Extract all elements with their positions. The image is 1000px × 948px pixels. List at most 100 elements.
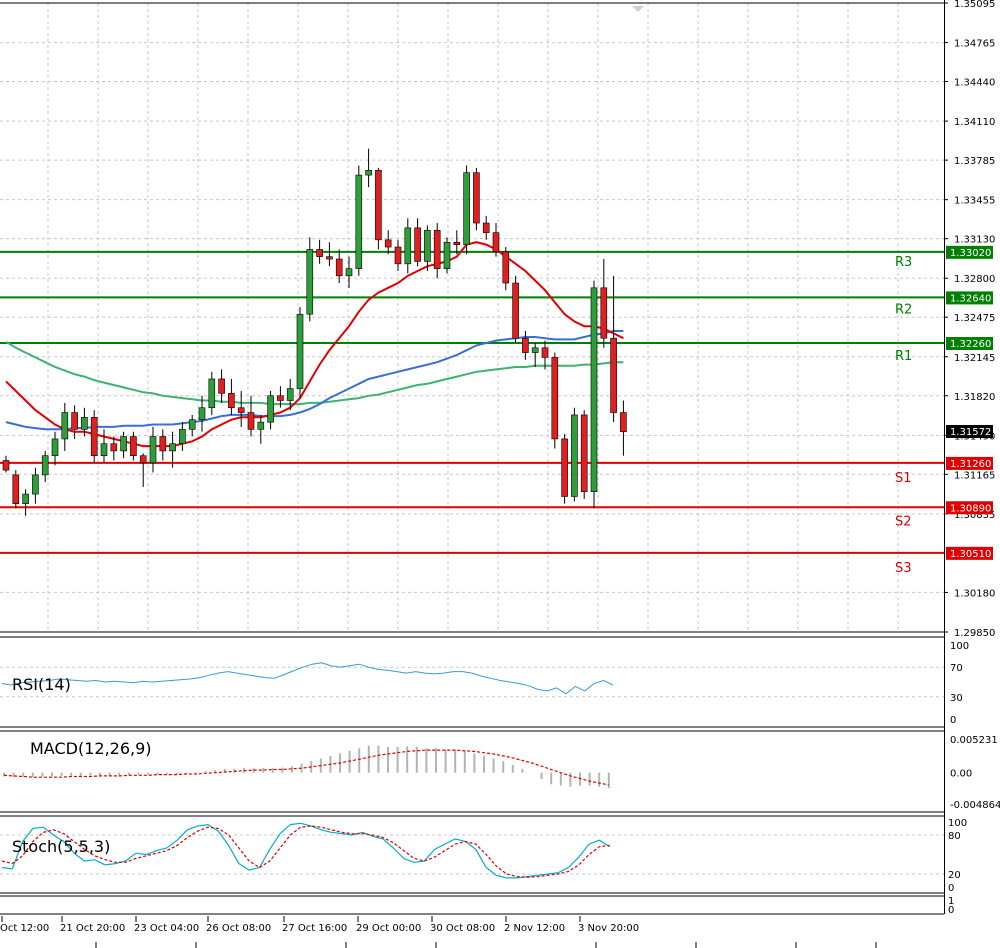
candle-body — [335, 258, 343, 277]
level-badge-value: 1.32640 — [950, 293, 991, 304]
price-tick-label: 1.30180 — [954, 588, 995, 599]
candle-body — [100, 443, 108, 457]
price-axis: 1.35095 1.34765 1.34440 1.34110 1.33785 1.334… — [944, 0, 995, 639]
candle-body — [120, 436, 127, 452]
price-tick-label: 1.34440 — [954, 78, 995, 89]
candle-body — [522, 337, 529, 353]
candle-body — [81, 417, 88, 430]
price-grid — [0, 2, 944, 633]
candle-body — [443, 241, 451, 269]
level-badge-s1 — [946, 456, 993, 470]
candle-body — [610, 337, 617, 413]
level-label-r2: R2 — [895, 302, 912, 317]
rsi-panel[interactable]: RSI(14) 100 70 30 0 — [0, 641, 969, 726]
moving-averages — [5, 241, 624, 448]
candle-body — [473, 172, 480, 224]
time-label: 3 Nov 20:00 — [578, 923, 639, 934]
candle-body — [394, 246, 402, 265]
level-badge-r1 — [946, 336, 993, 350]
rsi-scale-label: 0 — [950, 715, 956, 726]
candle-body — [179, 429, 186, 445]
bottom-scale-label: 0 — [948, 905, 954, 916]
macd-panel[interactable]: MACD(12,26,9) 0.005231 0.00 -0.004864 — [3, 735, 1000, 811]
time-label: 27 Oct 16:00 — [282, 923, 347, 934]
candle-body — [306, 249, 314, 315]
stoch-scale-label: 100 — [948, 818, 967, 829]
level-label-s3: S3 — [895, 561, 912, 576]
ma-fast-line — [5, 241, 624, 448]
candle-body — [267, 395, 274, 423]
candle-body — [198, 407, 206, 421]
price-tick-label: 1.30835 — [954, 510, 995, 521]
candle-body — [345, 268, 353, 277]
time-label: Oct 12:00 — [0, 923, 49, 934]
price-tick-label: 1.34765 — [954, 39, 995, 50]
candle-body — [159, 436, 167, 452]
rsi-scale-label: 30 — [950, 693, 963, 704]
macd-scale-label: 0.00 — [950, 769, 972, 780]
current-price-badge: 1.31572 — [946, 425, 993, 438]
pivot-levels: R3 R2 R1 S1 S2 S3 — [0, 250, 944, 576]
candle-body — [404, 227, 412, 265]
scroll-marker-icon[interactable] — [632, 6, 644, 12]
price-tick-label: 1.33130 — [954, 235, 995, 246]
time-label: 30 Oct 08:00 — [430, 923, 495, 934]
candle-body — [531, 347, 539, 353]
price-tick-label: 1.32475 — [954, 313, 995, 324]
stoch-scale-label: 0 — [948, 883, 954, 894]
candle-body — [169, 443, 176, 452]
candle-body — [355, 174, 363, 269]
price-tick-label: 1.33785 — [954, 156, 995, 167]
candle-body — [188, 419, 196, 430]
candle-body — [541, 347, 549, 358]
level-badge-value: 1.32260 — [950, 339, 991, 350]
candle-body — [316, 249, 323, 257]
level-badge-value: 1.30890 — [950, 503, 991, 514]
candle-body — [237, 407, 245, 413]
candle-body — [600, 287, 608, 339]
time-label: 23 Oct 04:00 — [134, 923, 199, 934]
candle-body — [257, 421, 265, 430]
level-label-s1: S1 — [895, 471, 912, 486]
candle-body — [433, 229, 441, 269]
time-label: 2 Nov 12:00 — [504, 923, 565, 934]
level-badge-value: 1.33020 — [950, 248, 991, 259]
macd-scale-label: 0.005231 — [950, 735, 998, 746]
candle-body — [296, 313, 304, 389]
time-label: 21 Oct 20:00 — [60, 923, 125, 934]
rsi-line — [1, 662, 614, 695]
candle-body — [492, 232, 500, 253]
price-tick-label: 1.31165 — [954, 470, 995, 481]
candle-body — [414, 227, 421, 262]
candle-body — [482, 222, 490, 233]
candle-body — [12, 474, 20, 504]
macd-label: MACD(12,26,9) — [30, 739, 152, 758]
price-tick-label: 1.29850 — [954, 628, 995, 639]
candle-body — [551, 357, 559, 440]
candle-body — [571, 414, 578, 497]
rsi-scale-label: 100 — [950, 641, 969, 652]
candle-body — [512, 282, 519, 339]
candle-body — [286, 388, 294, 401]
level-badge-r3 — [946, 245, 993, 259]
ma-mid-line — [5, 330, 624, 431]
candle-body — [130, 436, 137, 457]
price-panel[interactable]: R3 R2 R1 S1 S2 S3 — [0, 2, 944, 633]
price-tick-label: 1.31820 — [954, 392, 995, 403]
level-badge-value: 1.31260 — [950, 459, 991, 470]
price-tick-label: 1.32145 — [954, 353, 995, 364]
price-tick-label: 1.32800 — [954, 274, 995, 285]
panel-borders — [0, 0, 945, 948]
candle-body — [71, 412, 78, 430]
stoch-panel[interactable]: Stoch(5,5,3) 100 80 20 0 — [0, 818, 967, 894]
candle-body — [208, 378, 216, 409]
level-badge-s3 — [946, 546, 993, 560]
candle-body — [326, 256, 333, 260]
level-badges: 1.33020 1.32640 1.32260 1.31260 1.30890 1.305… — [946, 245, 993, 560]
candle-body — [51, 438, 59, 457]
candle-body — [375, 169, 382, 241]
macd-signal-line — [3, 749, 609, 786]
candle-body — [365, 169, 372, 176]
candle-body — [620, 412, 627, 433]
